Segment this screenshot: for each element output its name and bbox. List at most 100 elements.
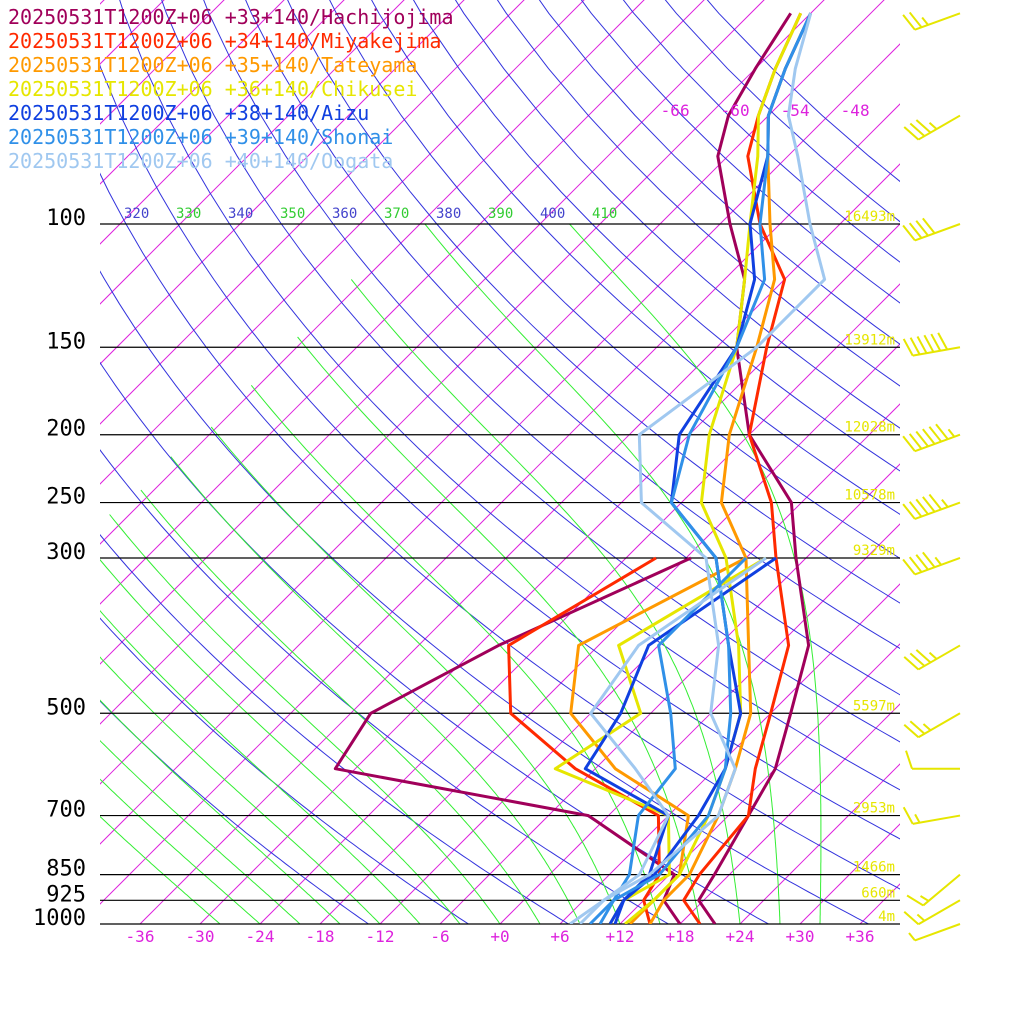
pressure-label: 150 [46, 329, 86, 354]
wind-barb [906, 873, 961, 907]
isotherm-line [439, 463, 900, 924]
moist-adiabat-line [100, 815, 221, 924]
theta-label: 410 [592, 206, 617, 222]
series-temperature-line [697, 12, 811, 924]
x-tick-label: +36 [846, 927, 875, 946]
theta-label: 390 [488, 206, 513, 222]
dry-adiabat-line [580, 0, 900, 304]
theta-label: 380 [436, 206, 461, 222]
moist-adiabat-line [250, 384, 661, 924]
height-label: 1466m [853, 860, 895, 876]
x-tick-label: +12 [606, 927, 635, 946]
series-temperature-line [598, 12, 813, 924]
x-tick-label: -30 [186, 927, 215, 946]
wind-barb [902, 806, 961, 825]
pressure-label: 925 [46, 882, 86, 907]
isotherm-top-label: -60 [721, 101, 750, 120]
wind-barb [905, 750, 960, 770]
dry-adiabat-line [100, 361, 770, 924]
series-temperature-line [682, 12, 803, 924]
wind-barb [902, 217, 961, 242]
moist-adiabat-line [140, 489, 541, 924]
pressure-label: 300 [46, 540, 86, 565]
legend: 20250531T1200Z+06 +33+140/Hachijojima202… [8, 5, 454, 173]
theta-label: 350 [280, 206, 305, 222]
legend-entry: 20250531T1200Z+06 +34+140/Miyakejima [8, 29, 441, 53]
moist-adiabat-line [297, 336, 701, 924]
theta-label: 370 [384, 206, 409, 222]
theta-label: 330 [176, 206, 201, 222]
height-label: 13912m [844, 332, 895, 348]
dry-adiabat-line [287, 0, 900, 604]
series-dewpoint-line [583, 556, 777, 924]
wind-barb [902, 332, 961, 357]
height-label: 10578m [844, 488, 895, 504]
x-tick-label: -18 [306, 927, 335, 946]
legend-entry: 20250531T1200Z+06 +35+140/Tateyama [8, 53, 417, 77]
isotherm-line [379, 403, 900, 924]
dry-adiabat-line [100, 617, 470, 924]
chart-background-lines [100, 0, 900, 924]
wind-barbs [902, 11, 961, 942]
height-label: 5597m [853, 698, 895, 714]
dry-adiabat-line [329, 0, 900, 559]
height-label: 9329m [853, 543, 895, 559]
x-tick-label: +24 [726, 927, 755, 946]
dry-adiabat-line [119, 0, 900, 791]
series-dewpoint-line [507, 556, 661, 924]
series-dewpoint-line [588, 556, 748, 924]
dry-adiabat-line [371, 0, 900, 515]
series-dewpoint-line [333, 556, 692, 924]
series-temperature-line [569, 12, 827, 924]
isotherm-top-label: -48 [841, 101, 870, 120]
moist-adiabat-line [109, 514, 501, 924]
pressure-label: 850 [46, 857, 86, 882]
moist-adiabat-line [100, 610, 421, 924]
moist-adiabat-line [100, 656, 381, 924]
isotherm-line [799, 823, 900, 924]
x-tick-label: +0 [490, 927, 509, 946]
legend-entry: 20250531T1200Z+06 +36+140/Chikusei [8, 77, 417, 101]
dry-adiabat-line [538, 0, 900, 345]
dry-adiabat-line [203, 0, 900, 696]
pressure-label: 1000 [33, 906, 86, 931]
theta-label: 360 [332, 206, 357, 222]
x-tick-label: -24 [246, 927, 275, 946]
isotherm-top-label: -54 [781, 101, 810, 120]
height-label: 4m [878, 909, 895, 925]
theta-label: 340 [228, 206, 253, 222]
pressure-label: 700 [46, 798, 86, 823]
x-tick-label: +18 [666, 927, 695, 946]
isotherm-line [499, 523, 900, 924]
pressure-label: 250 [46, 485, 86, 510]
wind-barb [903, 114, 961, 141]
wind-barb [902, 11, 961, 31]
dry-adiabat-line [100, 172, 900, 890]
moist-adiabat-line [100, 739, 301, 924]
dry-adiabat-line [100, 534, 570, 924]
x-tick-label: -36 [126, 927, 155, 946]
dry-adiabat-line [245, 0, 900, 650]
wind-barb [902, 423, 961, 453]
legend-entry: 20250531T1200Z+06 +40+140/Oogata [8, 149, 393, 173]
x-tick-label: +6 [550, 927, 569, 946]
dry-adiabat-line [161, 0, 900, 743]
legend-entry: 20250531T1200Z+06 +39+140/Shonai [8, 125, 393, 149]
pressure-label: 500 [46, 695, 86, 720]
wind-barb [902, 551, 961, 576]
wind-barb [908, 923, 961, 942]
height-label: 12028m [844, 420, 895, 436]
dry-adiabat-line [100, 270, 870, 924]
isotherm-top-label: -66 [661, 101, 690, 120]
pressure-label: 100 [46, 206, 86, 231]
theta-label: 400 [540, 206, 565, 222]
series-dewpoint-line [578, 556, 767, 924]
height-label: 16493m [844, 209, 895, 225]
sounding-series [333, 12, 827, 924]
isotherm-line [559, 583, 900, 924]
x-tick-label: -12 [366, 927, 395, 946]
height-label: 660m [861, 885, 895, 901]
legend-entry: 20250531T1200Z+06 +38+140/Aizu [8, 101, 369, 125]
moist-adiabat-line [170, 456, 581, 924]
